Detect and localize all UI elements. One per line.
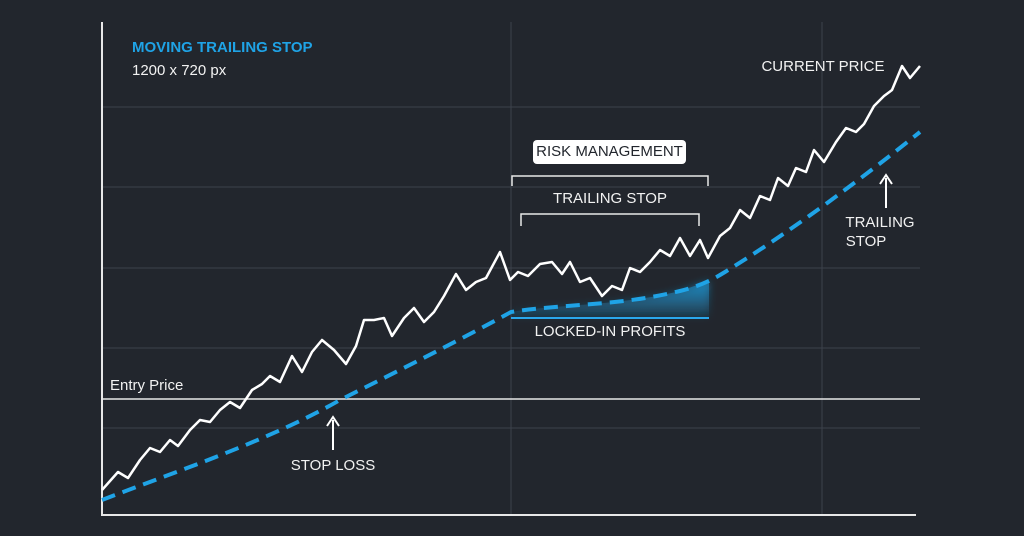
subtitle: 1200 x 720 px: [132, 62, 227, 79]
trailing-bracket-label: TRAILING STOP: [553, 190, 667, 207]
trailing-bracket: [520, 213, 700, 226]
price-line: [101, 64, 921, 491]
trailing-stop-label: STOP: [846, 233, 887, 250]
locked-profit-area: [511, 281, 709, 318]
grid: [102, 22, 920, 515]
trailing-stop-arrow: [879, 173, 893, 208]
stop-loss-arrow: [326, 415, 340, 450]
stop-loss-label: STOP LOSS: [291, 457, 376, 474]
risk-box: [533, 140, 686, 164]
title: MOVING TRAILING STOP: [132, 39, 313, 56]
risk-label: RISK MANAGEMENT: [536, 143, 683, 160]
current-price-label: CURRENT PRICE: [761, 58, 884, 75]
locked-profit-label: LOCKED-IN PROFITS: [535, 323, 686, 340]
trailing-stop-label: TRAILING: [845, 214, 914, 231]
risk-bracket: [511, 175, 709, 186]
entry-price-label: Entry Price: [110, 377, 183, 394]
trailing-stop-line: [101, 130, 922, 502]
